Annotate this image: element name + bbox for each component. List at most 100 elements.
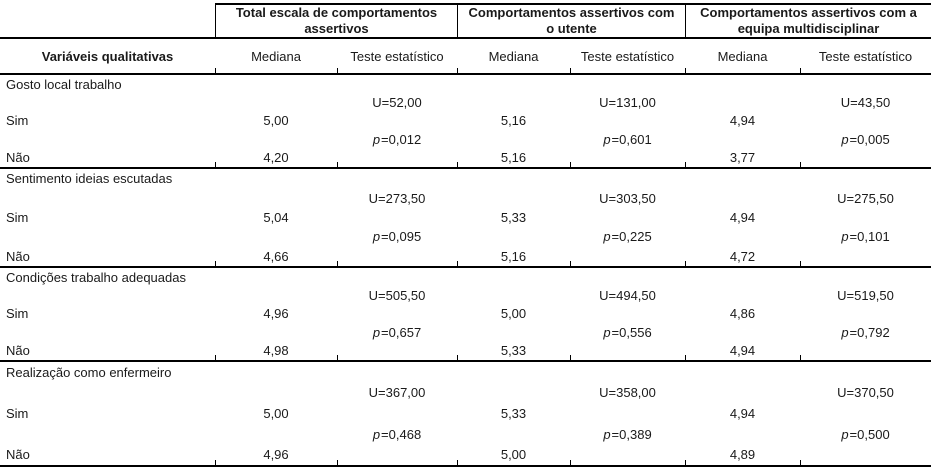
p-symbol: p <box>372 131 381 147</box>
row-label-yes: Sim <box>6 405 29 421</box>
median-header-3: Mediana <box>717 48 768 64</box>
p-value-text: =0,468 <box>381 426 422 442</box>
p-value-text: =0,500 <box>849 426 890 442</box>
p-symbol: p <box>603 426 611 442</box>
u-statistic-1: U=52,00 <box>372 95 422 111</box>
column-border-tick <box>215 355 216 360</box>
column-border-tick <box>800 68 801 73</box>
column-border-tick <box>800 261 801 266</box>
column-border-tick <box>570 162 571 167</box>
p-symbol: p <box>841 131 849 147</box>
table-section: Gosto local trabalho U=52,00 U=131,00 U=… <box>0 75 931 169</box>
median-yes-2: 5,00 <box>500 306 527 322</box>
column-border-tick <box>800 460 801 465</box>
column-border-tick <box>215 460 216 465</box>
column-border-tick <box>337 68 338 73</box>
u-statistic-1: U=273,50 <box>368 190 426 206</box>
column-border-tick <box>685 261 686 266</box>
u-statistic-1: U=505,50 <box>368 288 426 304</box>
median-yes-1: 5,00 <box>263 405 289 421</box>
row-label-no: Não <box>6 150 30 166</box>
column-border-tick <box>457 261 458 266</box>
column-border-tick <box>337 162 338 167</box>
p-value-3: p =0,500 <box>800 424 931 445</box>
p-symbol: p <box>841 229 849 245</box>
median-yes-2: 5,16 <box>500 113 527 129</box>
table-section: Realização como enfermeiro U=367,00 U=35… <box>0 362 931 467</box>
p-value-text: =0,101 <box>849 229 890 245</box>
median-no-3: 3,77 <box>729 150 756 166</box>
p-value-1: p =0,657 <box>337 323 457 341</box>
u-statistic-2: U=358,00 <box>599 385 656 401</box>
p-value-2: p =0,556 <box>570 323 685 341</box>
p-value-text: =0,657 <box>381 324 422 340</box>
row-label-yes: Sim <box>6 209 29 225</box>
test-header-2: Teste estatístico <box>580 48 675 64</box>
p-value-2: p =0,225 <box>570 227 685 246</box>
p-value-text: =0,389 <box>611 426 652 442</box>
group-header-team: Comportamentos assertivos com a equipa m… <box>685 3 931 37</box>
row-label-yes: Sim <box>6 113 29 129</box>
median-no-3: 4,94 <box>729 343 756 359</box>
p-value-text: =0,792 <box>849 324 890 340</box>
median-no-3: 4,72 <box>729 248 756 264</box>
median-no-3: 4,89 <box>729 447 756 463</box>
median-no-1: 4,20 <box>263 150 289 166</box>
median-no-2: 5,33 <box>500 343 527 359</box>
p-value-text: =0,012 <box>381 131 422 147</box>
p-symbol: p <box>372 324 381 340</box>
row-label-no: Não <box>6 248 30 264</box>
median-header-1: Mediana <box>251 48 301 64</box>
column-border-tick <box>800 355 801 360</box>
column-border-tick <box>337 460 338 465</box>
median-no-2: 5,16 <box>500 248 527 264</box>
p-symbol: p <box>372 229 381 245</box>
column-border-tick <box>457 460 458 465</box>
p-value-text: =0,556 <box>611 324 652 340</box>
p-symbol: p <box>372 426 381 442</box>
median-yes-3: 4,94 <box>729 113 756 129</box>
median-no-2: 5,00 <box>500 447 527 463</box>
p-value-1: p =0,468 <box>337 424 457 445</box>
median-no-1: 4,96 <box>263 447 289 463</box>
median-yes-2: 5,33 <box>500 405 527 421</box>
median-no-1: 4,66 <box>263 248 289 264</box>
column-border-tick <box>457 68 458 73</box>
u-statistic-3: U=370,50 <box>837 385 894 401</box>
group-header-patient: Comportamentos assertivos com o utente <box>457 3 685 37</box>
u-statistic-2: U=303,50 <box>599 190 656 206</box>
median-yes-1: 5,04 <box>263 209 289 225</box>
median-no-2: 5,16 <box>500 150 527 166</box>
variable-label: Realização como enfermeiro <box>6 364 172 380</box>
table-section: Sentimento ideias escutadas U=273,50 U=3… <box>0 169 931 268</box>
column-border-tick <box>570 68 571 73</box>
variables-column-header: Variáveis qualitativas <box>41 48 174 64</box>
p-value-3: p =0,792 <box>800 323 931 341</box>
column-border-tick <box>215 68 216 73</box>
column-border-tick <box>337 261 338 266</box>
median-yes-1: 4,96 <box>263 306 289 322</box>
column-border-tick <box>685 355 686 360</box>
variable-label: Gosto local trabalho <box>6 76 122 92</box>
column-border-tick <box>685 460 686 465</box>
column-border-tick <box>685 162 686 167</box>
group-header-row: Total escala de comportamentos assertivo… <box>0 3 931 37</box>
row-label-no: Não <box>6 343 30 359</box>
p-symbol: p <box>603 131 611 147</box>
column-border-tick <box>570 261 571 266</box>
median-header-2: Mediana <box>488 48 539 64</box>
test-header-1: Teste estatístico <box>350 48 444 64</box>
median-yes-3: 4,86 <box>729 306 756 322</box>
column-header-row: Variáveis qualitativas Mediana Teste est… <box>0 37 931 75</box>
u-statistic-2: U=494,50 <box>599 288 656 304</box>
u-statistic-2: U=131,00 <box>599 95 656 111</box>
p-value-1: p =0,095 <box>337 227 457 246</box>
corner-spacer <box>0 3 215 37</box>
p-value-3: p =0,005 <box>800 130 931 148</box>
median-yes-3: 4,94 <box>729 209 756 225</box>
median-yes-1: 5,00 <box>263 113 289 129</box>
p-symbol: p <box>841 324 849 340</box>
variable-label: Condições trabalho adequadas <box>6 269 186 285</box>
column-border-tick <box>457 162 458 167</box>
